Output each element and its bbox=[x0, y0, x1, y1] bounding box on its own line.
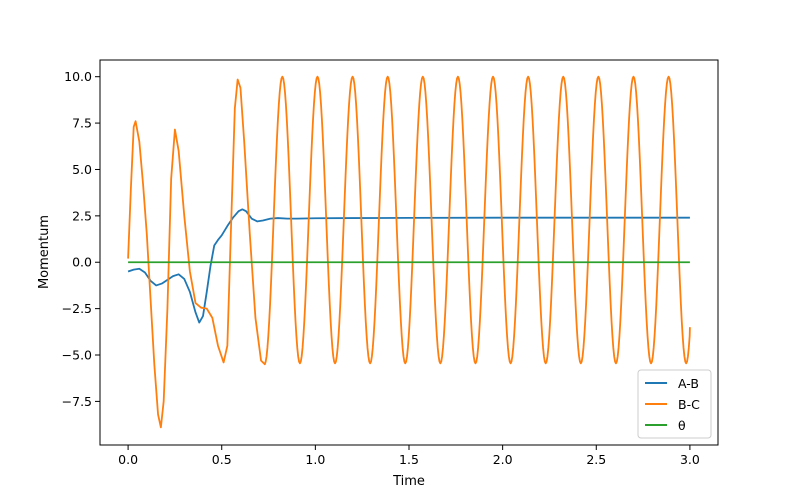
legend-label-b-c: B-C bbox=[678, 397, 700, 412]
x-tick-label: 0.0 bbox=[118, 452, 138, 467]
x-axis-ticks: 0.0 0.5 1.0 1.5 2.0 2.5 3.0 bbox=[118, 445, 700, 467]
x-axis-label: Time bbox=[392, 474, 425, 489]
legend: A-B B-C θ bbox=[637, 369, 712, 439]
legend-label-theta: θ bbox=[678, 418, 686, 433]
y-tick-label: 0.0 bbox=[72, 255, 92, 270]
y-tick-label: 10.0 bbox=[64, 69, 92, 84]
series-layer bbox=[127, 75, 691, 429]
y-tick-label: −7.5 bbox=[62, 394, 92, 409]
x-tick-label: 2.5 bbox=[586, 452, 606, 467]
y-tick-label: −5.0 bbox=[62, 348, 92, 363]
x-tick-label: 1.0 bbox=[305, 452, 325, 467]
x-tick-label: 3.0 bbox=[680, 452, 700, 467]
legend-label-a-b: A-B bbox=[678, 376, 699, 391]
legend-box bbox=[637, 369, 712, 439]
y-tick-label: −2.5 bbox=[62, 301, 92, 316]
plot-area bbox=[100, 60, 718, 445]
x-tick-label: 0.5 bbox=[212, 452, 232, 467]
x-tick-label: 1.5 bbox=[399, 452, 419, 467]
x-tick-label: 2.0 bbox=[493, 452, 513, 467]
y-axis-ticks: −7.5 −5.0 −2.5 0.0 2.5 5.0 7.5 10.0 bbox=[62, 69, 100, 409]
series-line-a-b bbox=[127, 208, 690, 324]
y-axis-label: Momentum bbox=[37, 215, 52, 289]
y-tick-label: 2.5 bbox=[72, 208, 92, 223]
y-tick-label: 5.0 bbox=[72, 162, 92, 177]
series-line-b-c bbox=[127, 75, 691, 429]
y-tick-label: 7.5 bbox=[72, 116, 92, 131]
